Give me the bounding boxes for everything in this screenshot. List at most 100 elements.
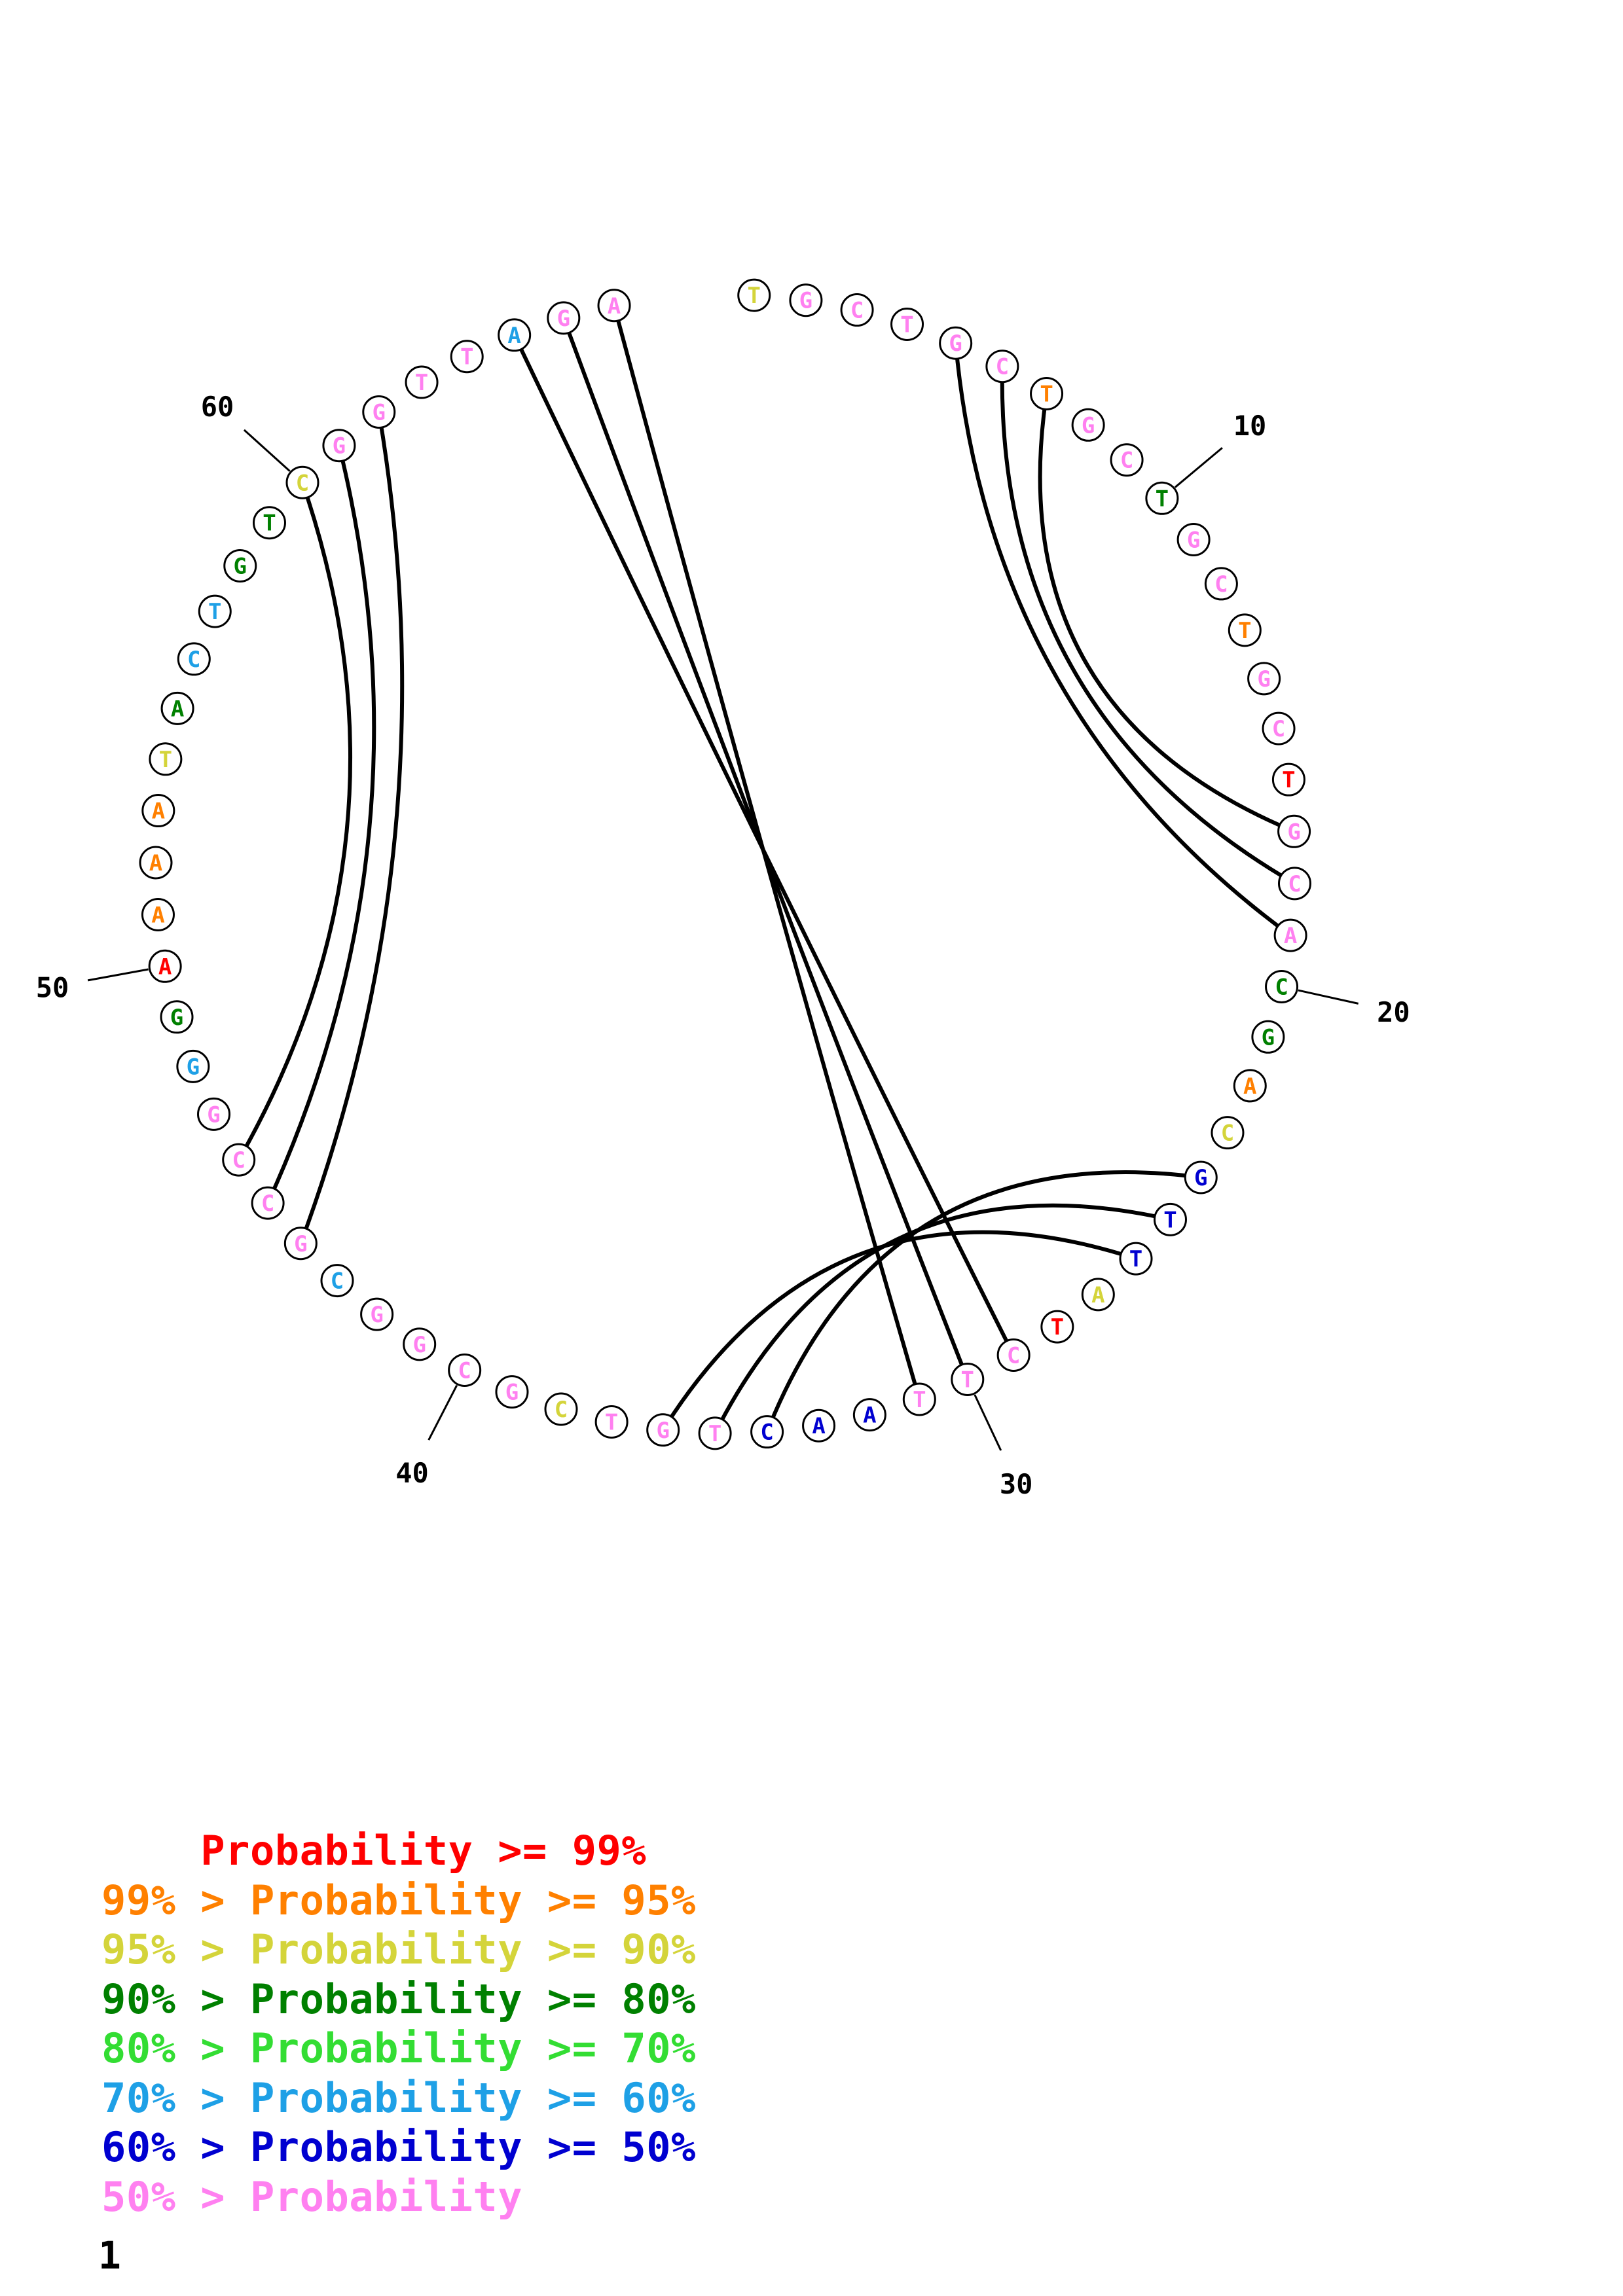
nucleotide-letter: G [557,306,570,332]
nucleotide-letter: C [1214,571,1228,598]
nucleotide-circle [1228,613,1262,647]
legend-line: 90% > Probability >= 80% [101,1975,696,2023]
nucleotide-letter: A [158,954,172,980]
legend-line: 80% > Probability >= 70% [101,2024,696,2072]
nucleotide: G [547,301,581,335]
nucleotide: T [951,1363,985,1397]
nucleotide-letter: C [1221,1121,1234,1147]
nucleotide-circle [403,1327,437,1361]
nucleotide: C [996,1338,1030,1372]
nucleotide: G [1251,1020,1285,1054]
nucleotide: G [1176,523,1211,557]
nucleotide-circle [148,949,182,983]
nucleotide-circle [547,301,581,335]
nucleotide-letter: T [748,283,761,309]
nucleotide-circle [594,1405,629,1439]
nucleotide-letter: G [170,1005,183,1031]
nucleotide-circle [450,340,484,374]
nucleotide: A [141,897,175,931]
nucleotide: G [322,429,356,463]
nucleotide-circle [1040,1310,1074,1344]
page-number: 1 [98,2233,121,2278]
base-pair-arcs [237,304,1296,1435]
nucleotide: A [1273,918,1307,952]
nucleotide: C [840,293,874,327]
nucleotide-circle [498,318,532,352]
nucleotide-circle [646,1413,680,1447]
nucleotide-letter: T [961,1367,974,1393]
nucleotide-circle [360,1297,394,1331]
nucleotide-letter: A [863,1403,876,1429]
nucleotide: G [160,1000,194,1034]
nucleotide-circle [252,506,286,540]
nucleotide-letter: C [232,1147,245,1174]
nucleotide-circle [1247,662,1281,696]
nucleotide-letter: T [1156,486,1169,512]
nucleotide: C [251,1186,285,1220]
nucleotide: T [902,1382,936,1416]
nucleotide-letter: T [1051,1314,1064,1340]
nucleotide: A [597,289,631,323]
nucleotide-letter: C [1272,716,1285,742]
nucleotide-circle [890,307,924,341]
nucleotide: C [1262,711,1296,745]
legend-line: 50% > Probability [101,2172,523,2221]
nucleotide-letter: A [1284,923,1297,949]
nucleotide-circle [222,1143,256,1177]
nucleotide-letter: T [263,511,276,537]
nucleotide: A [852,1398,886,1432]
nucleotide: G [495,1375,529,1409]
nucleotide: A [498,318,532,352]
base-pair-arc [953,342,1292,937]
legend-line: 95% > Probability >= 90% [101,1926,696,1973]
nucleotide: C [448,1353,482,1387]
nucleotide-circle [1251,1020,1285,1054]
nucleotide-letter: G [1082,412,1095,439]
nucleotide: A [160,691,194,725]
nucleotide: A [802,1408,836,1443]
base-pair-arc [266,444,376,1204]
nucleotide-circle [597,289,631,323]
nucleotide: G [1247,662,1281,696]
nucleotide: A [148,949,182,983]
position-ticks: 10 20 30 40 50 60 [36,391,1410,1500]
base-pair-arc [612,304,922,1400]
legend-line: 60% > Probability >= 50% [101,2123,696,2171]
nucleotide-circle [1119,1242,1153,1276]
legend-line: 99% > Probability >= 95% [101,1876,696,1924]
nucleotide: C [1211,1116,1245,1150]
nucleotide-circle [495,1375,529,1409]
nucleotide: T [1030,376,1064,410]
nucleotide-letter: C [187,647,200,673]
position-tick [243,429,291,472]
nucleotide: G [223,548,257,583]
nucleotide: T [1040,1310,1074,1344]
nucleotide: G [646,1413,680,1447]
nucleotide: G [1184,1160,1218,1194]
nucleotide-circle [197,1097,231,1131]
nucleotide: T [737,278,771,312]
nucleotide-letter: T [708,1421,721,1447]
nucleotide-circle [285,465,319,499]
nucleotide: C [985,350,1019,384]
base-pair-arc [512,334,1015,1356]
legend-line: Probability >= 99% [101,1827,647,1874]
position-tick [1174,447,1223,488]
nucleotide-circle [405,365,439,399]
nucleotide: G [197,1097,231,1131]
nucleotide-letter: G [333,433,346,459]
nucleotide-circle [160,691,194,725]
nucleotide-circle [1081,1278,1115,1312]
nucleotide-circle [1145,481,1179,515]
nucleotide: T [1271,762,1305,797]
nucleotide-letter: G [505,1380,519,1406]
nucleotide-letter: T [1129,1246,1142,1272]
nucleotide-letter: T [1040,381,1053,407]
nucleotide-circle [750,1415,784,1449]
nucleotide-circle [139,846,173,880]
nucleotide: G [939,326,973,360]
nucleotide: C [1110,443,1144,477]
base-pair-arc [765,1170,1201,1433]
nucleotide-letter: A [151,902,164,928]
nucleotide: T [1119,1242,1153,1276]
